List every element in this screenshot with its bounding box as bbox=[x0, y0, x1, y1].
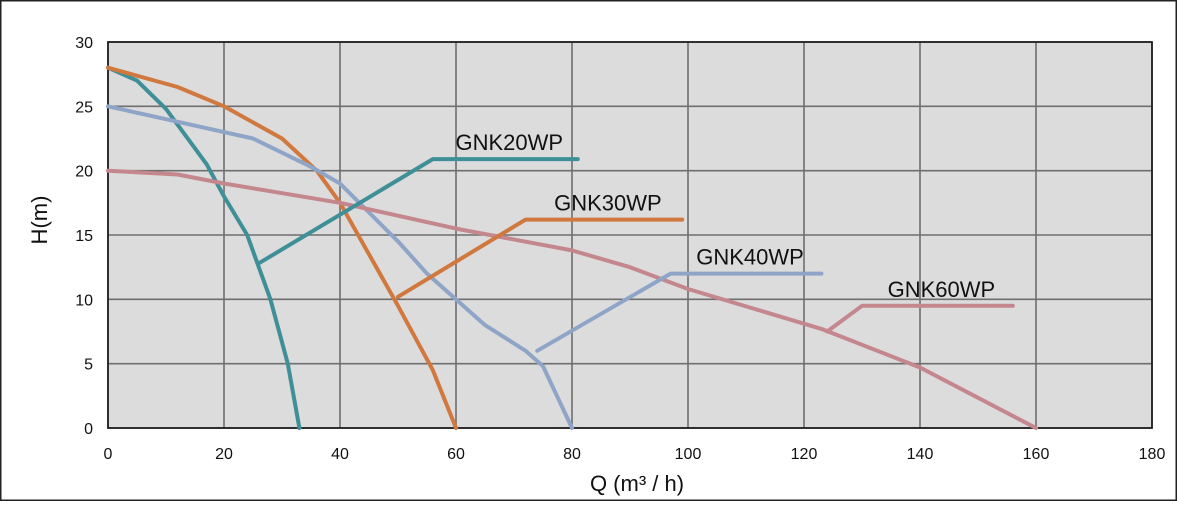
x-tick-label: 60 bbox=[447, 446, 465, 463]
series-label: GNK40WP bbox=[696, 245, 804, 270]
grid-lines bbox=[107, 41, 1153, 429]
series-leader-gnk60wp bbox=[825, 303, 1015, 334]
series-leader-gnk30wp bbox=[396, 217, 685, 299]
series-line-gnk60wp bbox=[106, 168, 1038, 430]
x-tick-label: 180 bbox=[1139, 446, 1166, 463]
x-axis-label: Q (m³ / h) bbox=[590, 471, 684, 496]
y-axis-label: H(m) bbox=[27, 196, 52, 245]
series-leader-gnk20wp bbox=[256, 157, 580, 266]
series-label: GNK60WP bbox=[888, 277, 996, 302]
series-leader-gnk40wp bbox=[535, 271, 824, 353]
y-tick-label: 25 bbox=[75, 99, 93, 116]
plot-border bbox=[107, 41, 1153, 429]
x-tick-label: 120 bbox=[791, 446, 818, 463]
y-tick-labels: 0 5 10 15 20 25 30 bbox=[75, 35, 93, 438]
y-tick-label: 20 bbox=[75, 164, 93, 181]
x-tick-label: 40 bbox=[331, 446, 349, 463]
series-label: GNK20WP bbox=[456, 130, 564, 155]
y-tick-label: 30 bbox=[75, 35, 93, 52]
x-tick-label: 80 bbox=[563, 446, 581, 463]
x-tick-label: 20 bbox=[215, 446, 233, 463]
series-line-gnk20wp bbox=[106, 65, 302, 430]
x-tick-label: 160 bbox=[1023, 446, 1050, 463]
x-tick-labels: 0 20 40 60 80 100 120 140 160 180 bbox=[104, 446, 1166, 463]
x-tick-label: 100 bbox=[675, 446, 702, 463]
series-leader-lines bbox=[256, 157, 1015, 353]
x-tick-label: 0 bbox=[104, 446, 113, 463]
y-tick-label: 10 bbox=[75, 292, 93, 309]
y-tick-label: 5 bbox=[84, 357, 93, 374]
series-line-gnk30wp bbox=[106, 65, 458, 430]
series-label: GNK30WP bbox=[554, 191, 662, 216]
x-tick-label: 140 bbox=[907, 446, 934, 463]
curves bbox=[106, 65, 1038, 430]
series-line-gnk40wp bbox=[106, 104, 574, 430]
series-labels: GNK20WP GNK30WP GNK40WP GNK60WP bbox=[456, 130, 996, 302]
y-tick-label: 15 bbox=[75, 228, 93, 245]
y-tick-label: 0 bbox=[84, 421, 93, 438]
